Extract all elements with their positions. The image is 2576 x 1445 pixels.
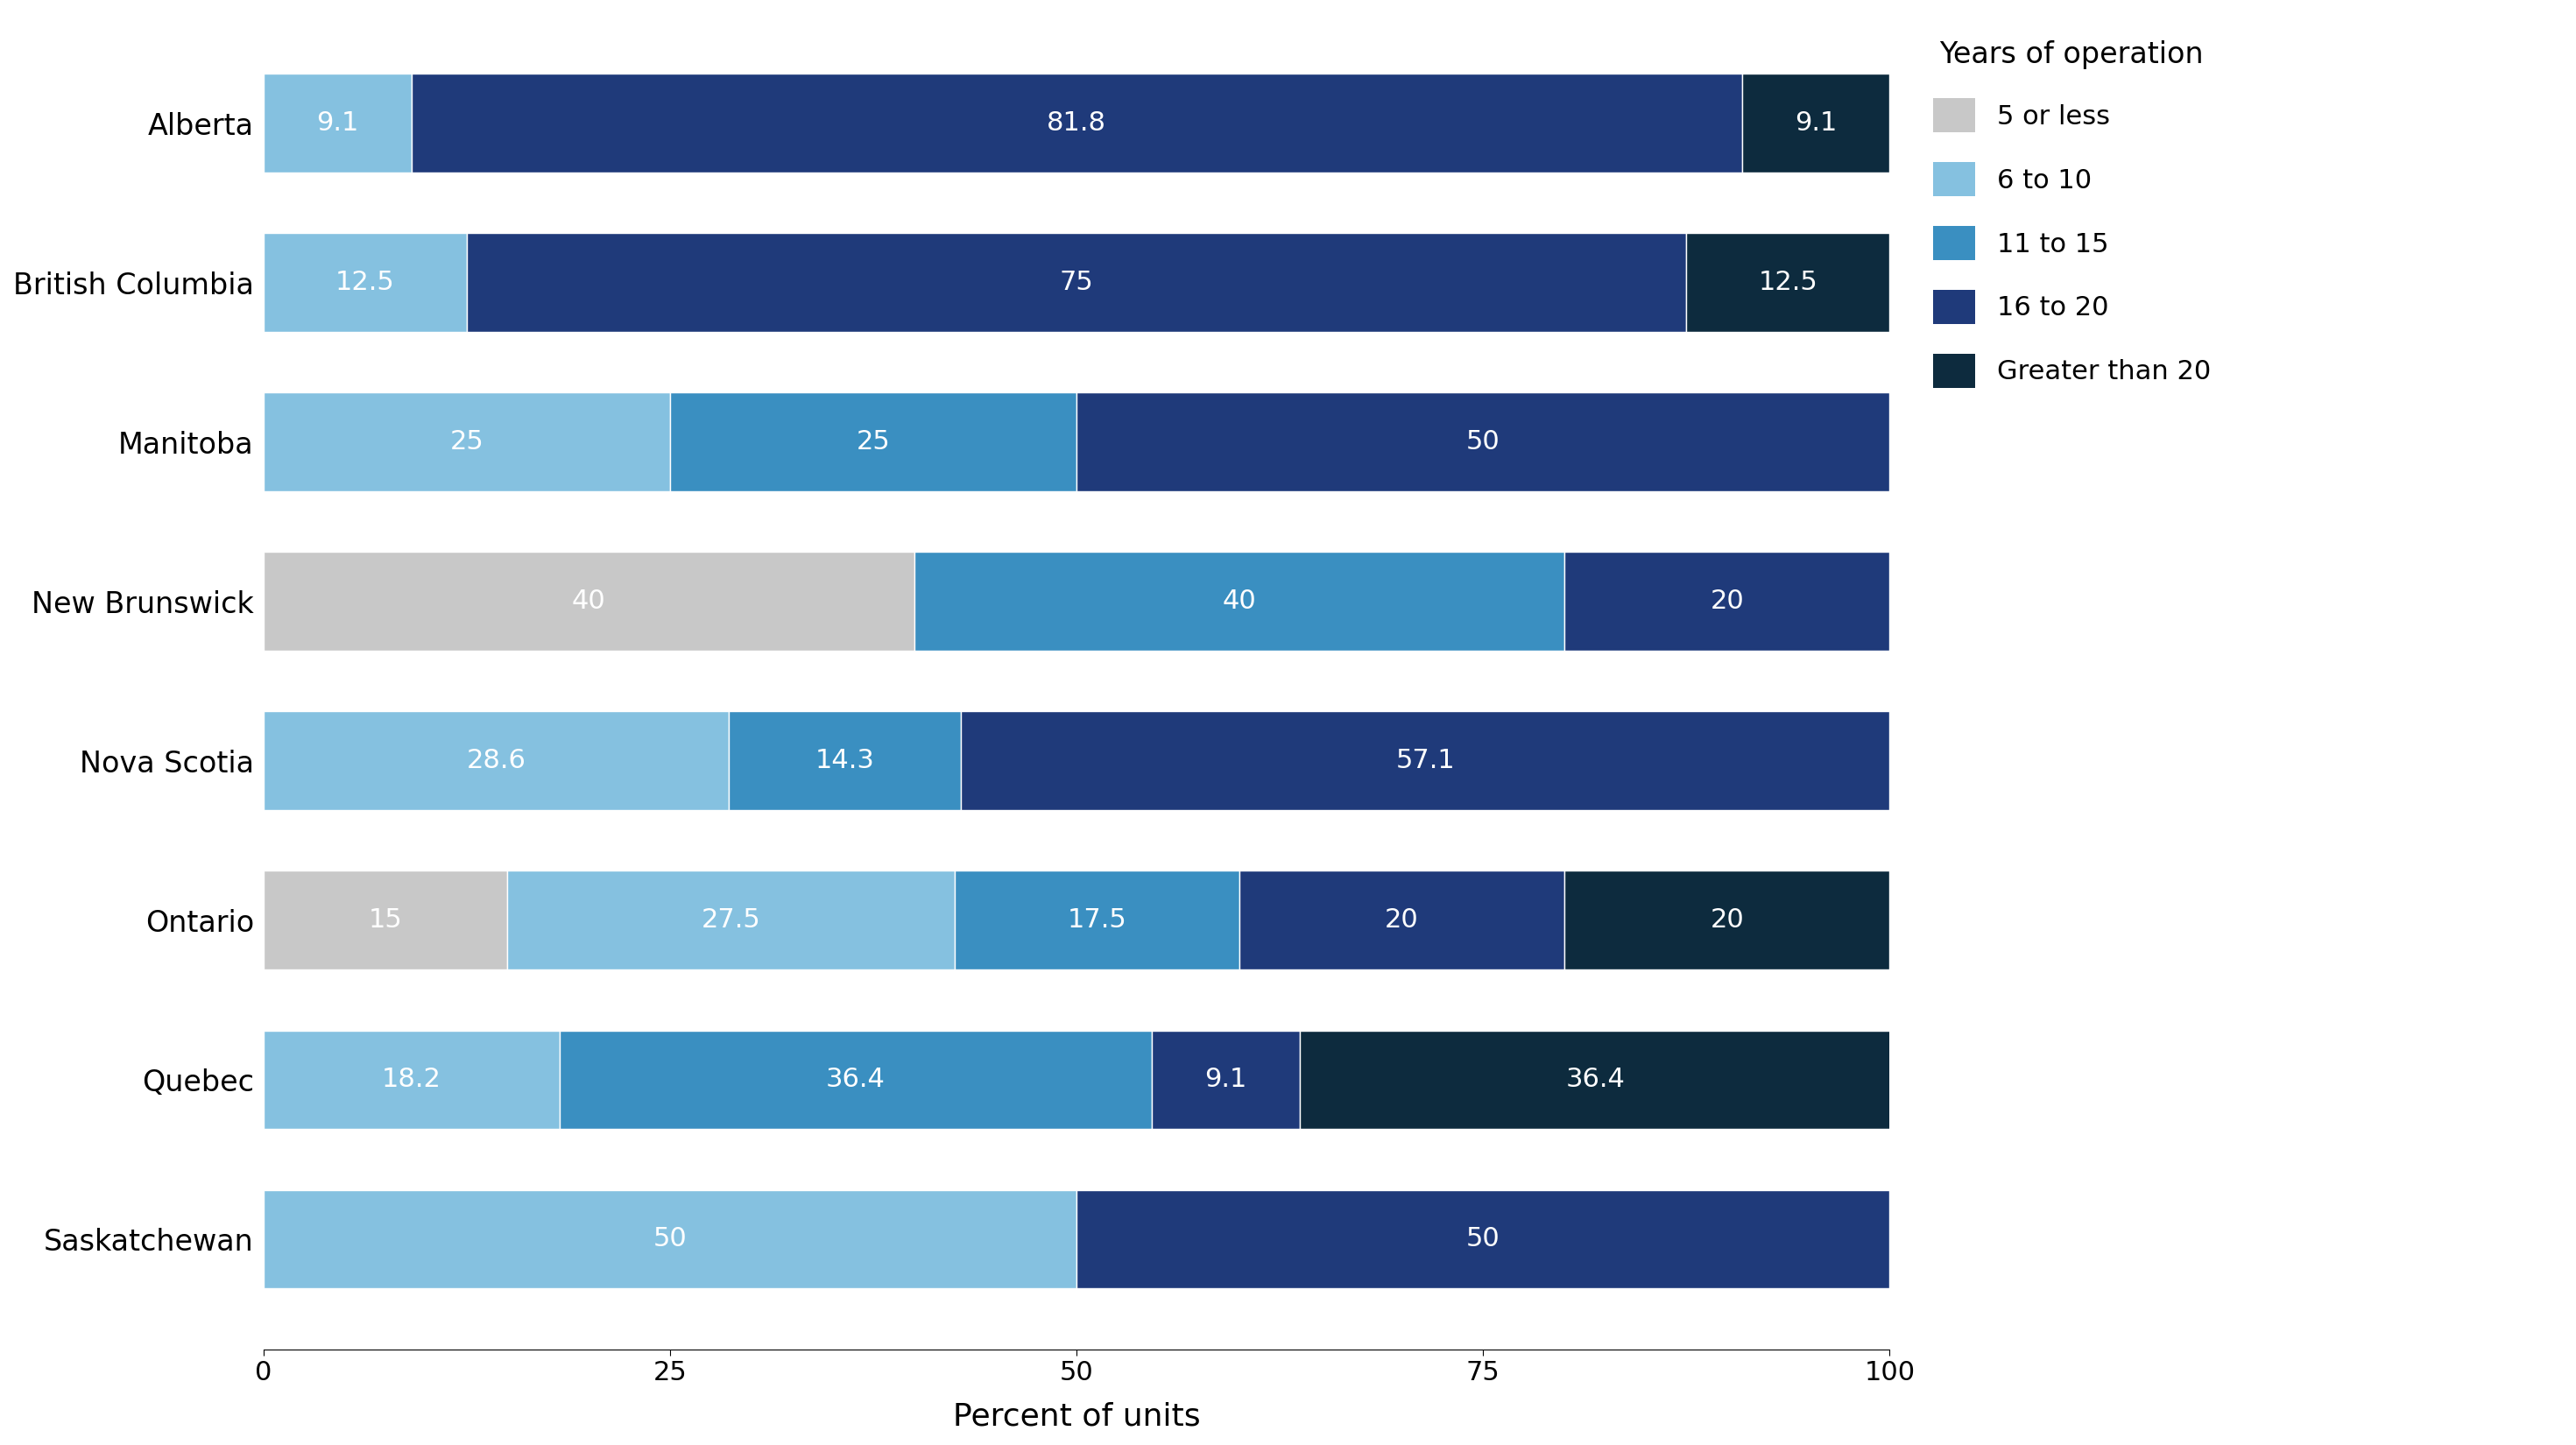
Text: 18.2: 18.2 <box>381 1066 440 1092</box>
Bar <box>263 1030 559 1129</box>
Text: 36.4: 36.4 <box>827 1066 886 1092</box>
Bar <box>1741 74 1891 173</box>
Bar <box>1298 1030 1891 1129</box>
Bar <box>1077 393 1891 491</box>
Bar <box>263 393 670 491</box>
Bar <box>263 871 507 970</box>
Text: 25: 25 <box>451 429 484 455</box>
Legend: 5 or less, 6 to 10, 11 to 15, 16 to 20, Greater than 20: 5 or less, 6 to 10, 11 to 15, 16 to 20, … <box>1919 26 2223 402</box>
Text: 15: 15 <box>368 907 402 933</box>
Text: 20: 20 <box>1710 907 1744 933</box>
Text: 50: 50 <box>654 1227 688 1251</box>
Text: 9.1: 9.1 <box>1795 111 1837 136</box>
Bar <box>263 1189 1077 1289</box>
Bar <box>1151 1030 1298 1129</box>
Text: 40: 40 <box>1221 588 1257 614</box>
Text: 20: 20 <box>1710 588 1744 614</box>
Bar <box>1077 1189 1891 1289</box>
X-axis label: Percent of units: Percent of units <box>953 1402 1200 1432</box>
Bar <box>263 711 729 811</box>
Text: 75: 75 <box>1059 270 1095 295</box>
Text: 12.5: 12.5 <box>1759 270 1819 295</box>
Bar <box>914 552 1564 650</box>
Bar <box>559 1030 1151 1129</box>
Text: 57.1: 57.1 <box>1396 749 1455 773</box>
Text: 50: 50 <box>1466 1227 1499 1251</box>
Bar <box>1564 871 1891 970</box>
Bar <box>729 711 961 811</box>
Bar <box>263 552 914 650</box>
Text: 20: 20 <box>1386 907 1419 933</box>
Text: 12.5: 12.5 <box>335 270 394 295</box>
Text: 9.1: 9.1 <box>1203 1066 1247 1092</box>
Bar <box>263 233 466 332</box>
Text: 40: 40 <box>572 588 605 614</box>
Text: 81.8: 81.8 <box>1046 111 1108 136</box>
Bar <box>466 233 1687 332</box>
Text: 36.4: 36.4 <box>1566 1066 1625 1092</box>
Bar <box>1239 871 1564 970</box>
Text: 25: 25 <box>855 429 891 455</box>
Text: 50: 50 <box>1466 429 1499 455</box>
Bar <box>263 74 412 173</box>
Text: 17.5: 17.5 <box>1066 907 1126 933</box>
Bar <box>956 871 1239 970</box>
Text: 9.1: 9.1 <box>317 111 358 136</box>
Text: 28.6: 28.6 <box>466 749 526 773</box>
Bar <box>670 393 1077 491</box>
Bar <box>1564 552 1891 650</box>
Bar <box>961 711 1891 811</box>
Bar <box>412 74 1741 173</box>
Bar <box>1687 233 1891 332</box>
Text: 14.3: 14.3 <box>814 749 876 773</box>
Bar <box>507 871 956 970</box>
Text: 27.5: 27.5 <box>701 907 760 933</box>
